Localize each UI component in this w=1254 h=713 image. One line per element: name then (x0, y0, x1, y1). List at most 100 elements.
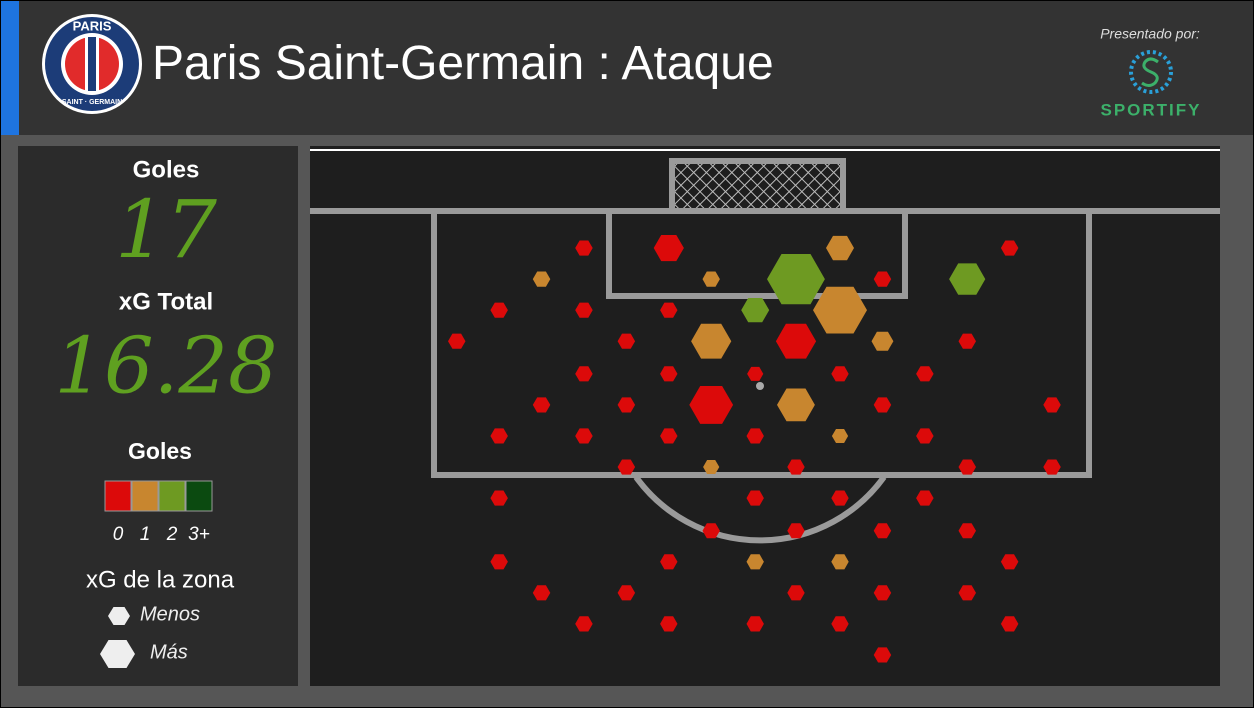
hex-zone (703, 460, 720, 474)
goals-label: Goles (133, 156, 200, 183)
hex-zone (575, 302, 593, 318)
hex-zone (702, 271, 720, 287)
hex-zone (691, 323, 732, 359)
pitch (310, 146, 1220, 686)
hex-zone (575, 428, 593, 444)
hex-zone (916, 490, 934, 506)
goals-value: 17 (115, 183, 217, 276)
hex-zone (532, 585, 551, 601)
sponsor-icon (1129, 50, 1173, 94)
hex-zone (653, 235, 684, 262)
hex-zone (448, 333, 466, 349)
hex-zone (831, 616, 849, 632)
hex-zone (660, 366, 678, 382)
logo: PARIS SAINT · GERMAIN (42, 14, 142, 114)
xg-label: xG Total (119, 288, 213, 315)
hex-zone (617, 585, 636, 601)
hex-zone (775, 323, 817, 359)
legend-swatch (158, 480, 186, 512)
hex-zone (532, 397, 551, 413)
xg-value: 16.28 (54, 322, 277, 412)
hex-zone (490, 428, 508, 444)
hex-zone (916, 366, 934, 382)
hex-zone (746, 428, 764, 444)
logo-top: PARIS (73, 18, 112, 33)
legend-hex-large (100, 640, 135, 668)
hex-zone (746, 490, 764, 506)
title-team: Paris Saint-Germain (152, 37, 584, 90)
hex-zone (1043, 459, 1061, 475)
hex-zone (873, 397, 892, 413)
hex-zone (873, 585, 892, 601)
header (1, 1, 1253, 135)
hex-zone (490, 490, 508, 506)
hex-zone (575, 366, 593, 382)
legend-swatch (185, 480, 213, 512)
accent-bar (1, 1, 19, 135)
hex-zone (1000, 554, 1019, 570)
hex-zone (702, 523, 720, 539)
legend-color-title: Goles (128, 438, 192, 464)
hex-zone (958, 585, 976, 601)
legend-label: 3+ (188, 524, 210, 545)
hex-zone (916, 428, 934, 444)
color-legend: 0 1 2 3+ (104, 480, 213, 545)
hex-zone (777, 388, 815, 422)
hex-zone (831, 429, 849, 443)
hex-zone (871, 331, 894, 351)
hex-zone (949, 263, 986, 295)
legend-swatch (104, 480, 132, 512)
hex-zone (831, 490, 849, 506)
hex-zone (490, 554, 508, 570)
hex-zone (490, 302, 508, 318)
hex-zone (787, 585, 805, 601)
sidebar (18, 146, 298, 686)
hex-zone (746, 554, 764, 570)
hex-zone (831, 366, 849, 382)
hex-zone (787, 523, 805, 539)
hex-zone (660, 616, 678, 632)
logo-bottom: SAINT · GERMAIN (62, 99, 122, 106)
hex-zone (831, 554, 849, 570)
hex-zone (1000, 240, 1019, 256)
hex-zone (532, 271, 551, 287)
legend-hex-small (108, 607, 130, 625)
hex-zone (617, 459, 636, 475)
penalty-spot (756, 382, 764, 390)
hex-zone (689, 386, 734, 424)
hex-zone (575, 240, 593, 256)
hex-zone (873, 523, 892, 539)
hex-zone (575, 616, 593, 632)
legend-label: 1 (140, 524, 151, 545)
hex-zone (1000, 616, 1019, 632)
legend-label: 0 (113, 524, 124, 545)
hex-zone (1043, 397, 1061, 413)
pitch-lines (310, 149, 1220, 544)
hex-zone (660, 428, 678, 444)
title-section: : Ataque (597, 37, 773, 90)
hex-zone (787, 459, 805, 475)
legend-label: 2 (166, 524, 178, 545)
legend-size-large: Más (150, 641, 188, 663)
hexbin-layer (448, 235, 1061, 663)
legend-size-small: Menos (140, 603, 200, 625)
hex-zone (767, 254, 825, 305)
hex-zone (813, 286, 867, 334)
hex-zone (660, 554, 678, 570)
hex-zone (873, 271, 892, 287)
hex-zone (958, 459, 976, 475)
hex-zone (747, 366, 764, 381)
sponsor-name: SPORTIFY (1100, 100, 1201, 119)
hex-zone (958, 333, 976, 349)
hex-zone (617, 333, 636, 349)
hex-zone (826, 235, 854, 261)
hex-zone (741, 298, 770, 323)
hex-zone (660, 302, 678, 318)
hex-zone (958, 523, 976, 539)
hex-zone (617, 397, 636, 413)
hex-zone (746, 616, 764, 632)
legend-size-title: xG de la zona (86, 566, 235, 593)
title: Paris Saint-Germain : Ataque (152, 37, 774, 90)
sponsor-label: Presentado por: (1100, 26, 1200, 42)
